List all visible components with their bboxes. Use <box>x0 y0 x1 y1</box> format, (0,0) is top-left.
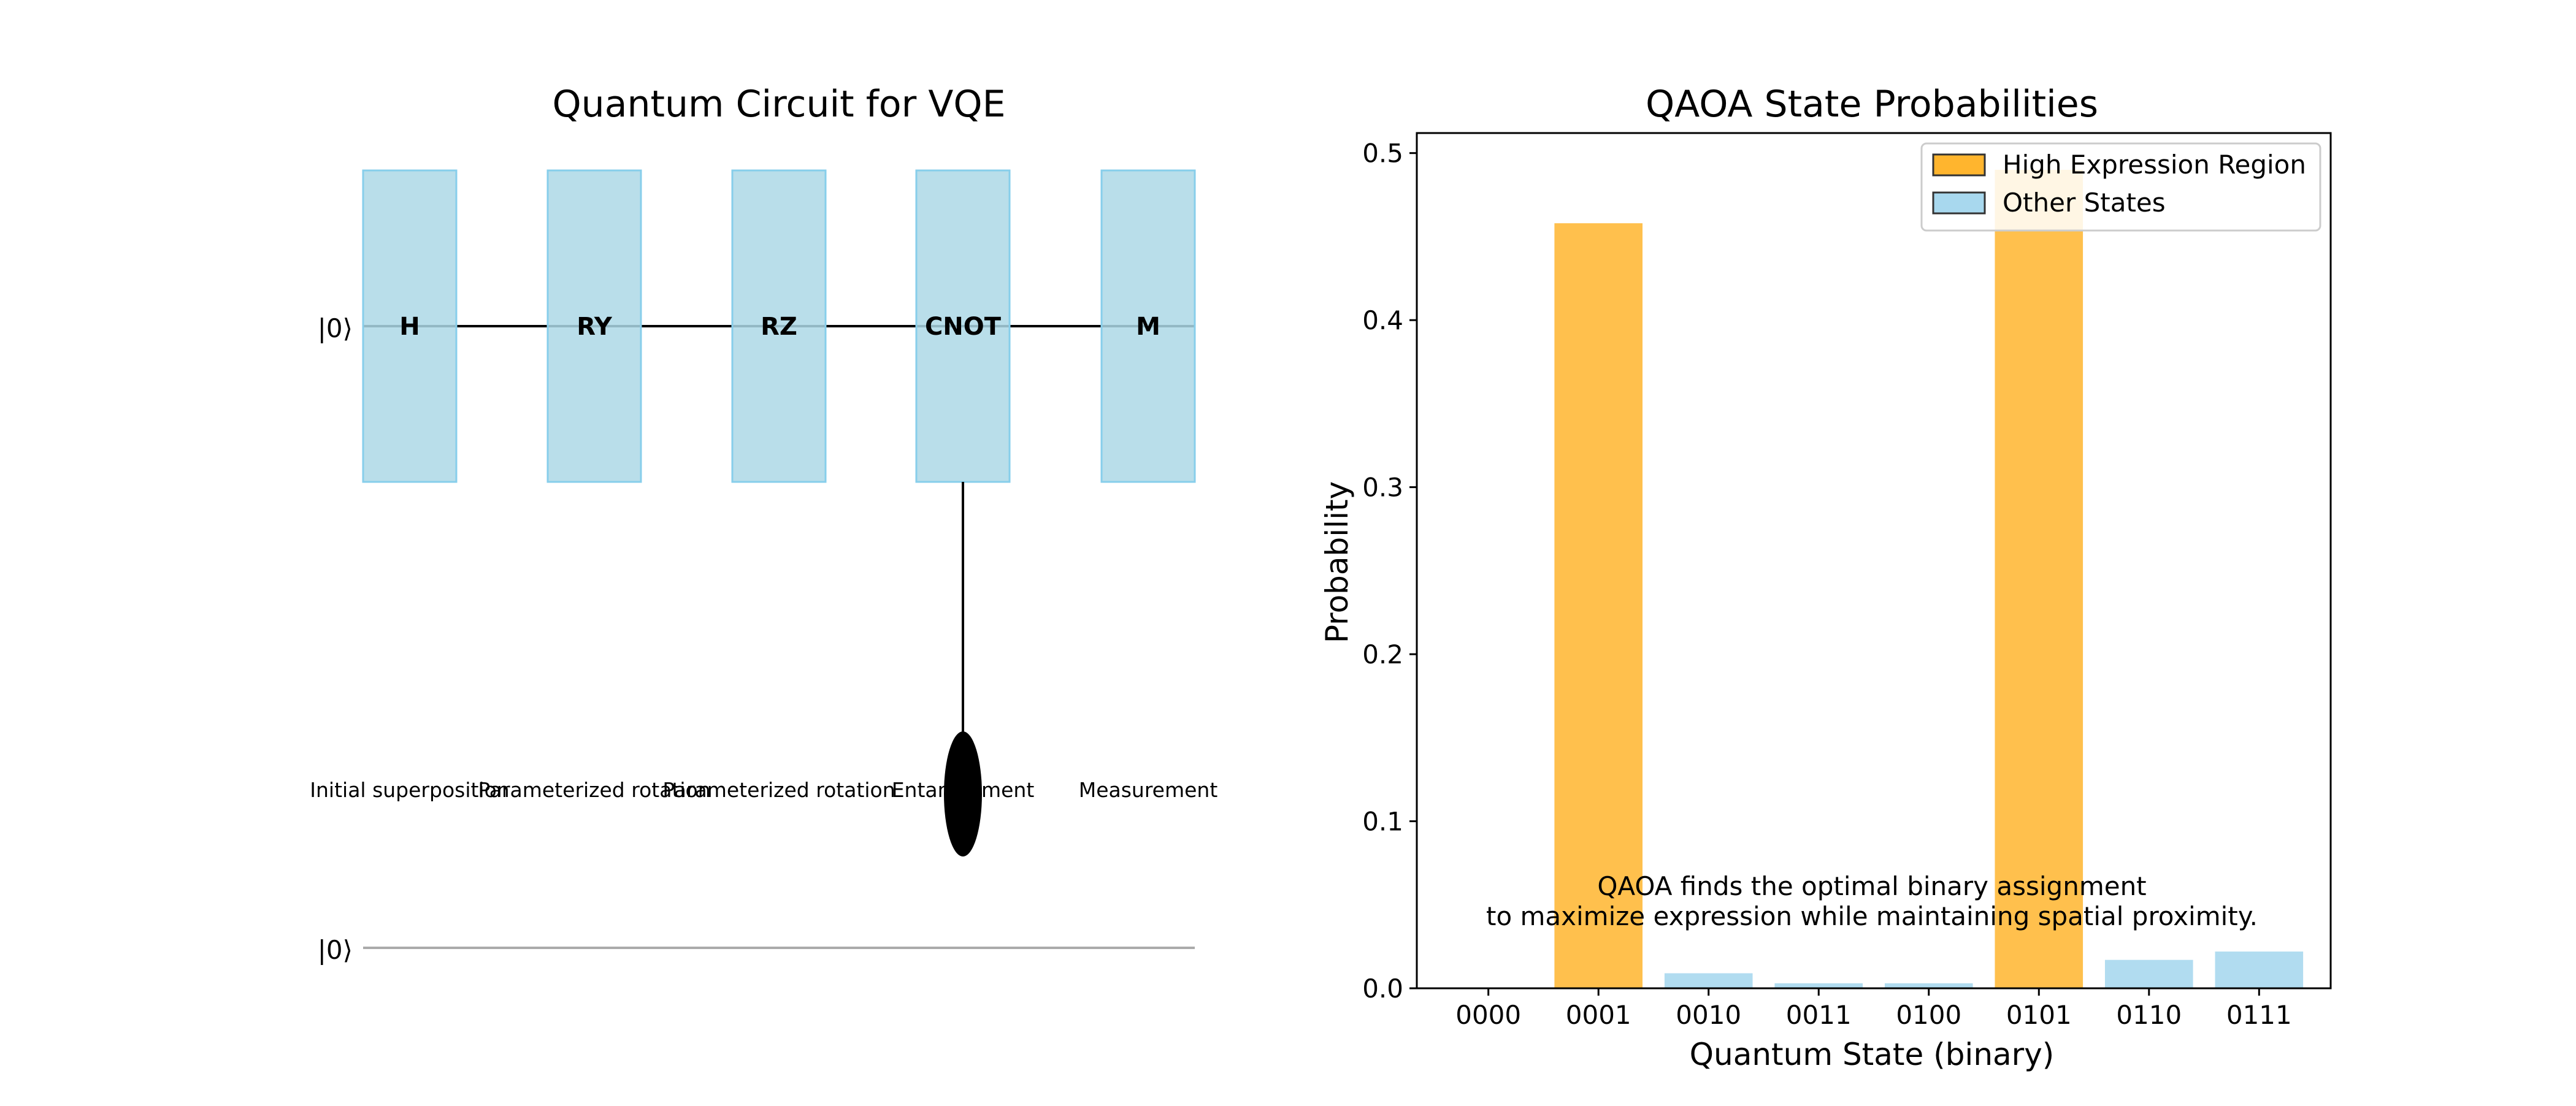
x-axis-ticks: 0000 0001 0010 0011 0100 0101 0110 0111 <box>1455 988 2292 1030</box>
x-tick-label: 0001 <box>1566 1000 1631 1030</box>
gate-rz-box <box>731 169 827 483</box>
plot-frame <box>1416 132 2332 990</box>
gate-m-label: M <box>1136 313 1160 341</box>
y-axis-ticks: 0.0 0.1 0.2 0.3 0.4 0.5 <box>1362 139 1417 1004</box>
x-tick-label: 0000 <box>1455 1000 1521 1030</box>
qubit-0-label: |0⟩ <box>318 313 353 343</box>
y-tick-label: 0.3 <box>1362 473 1403 503</box>
bar-0011 <box>1774 983 1863 988</box>
gate-ry-description: Parameterized rotation <box>478 778 710 802</box>
y-tick-label: 0.1 <box>1362 807 1403 837</box>
bar-0110 <box>2104 959 2193 988</box>
x-tick-label: 0101 <box>2006 1000 2072 1030</box>
chart-panel: QAOA State Probabilities 0.0 0.1 0.2 0.3 0.4… <box>1319 83 2332 1072</box>
bar-0010 <box>1664 973 1753 988</box>
y-tick-label: 0.5 <box>1362 139 1403 169</box>
bar-0100 <box>1884 983 1973 988</box>
legend: High Expression Region Other States <box>1920 142 2321 232</box>
x-axis-label: Quantum State (binary) <box>1690 1037 2055 1072</box>
gate-m: M Measurement <box>1079 169 1218 802</box>
x-tick-label: 0110 <box>2116 1000 2182 1030</box>
gate-ry-box <box>546 169 642 483</box>
qubit-1-label: |0⟩ <box>318 935 353 965</box>
gate-h-box <box>362 169 458 483</box>
gate-h-description: Initial superposition <box>310 778 509 802</box>
legend-label: High Expression Region <box>2003 150 2306 180</box>
x-tick-label: 0100 <box>1896 1000 1961 1030</box>
y-tick-label: 0.2 <box>1362 639 1403 669</box>
bar-0001 <box>1554 223 1643 988</box>
gate-cnot-box <box>915 169 1011 483</box>
gate-m-description: Measurement <box>1079 778 1218 802</box>
gate-rz-description: Parameterized rotation <box>662 778 895 802</box>
bar-series <box>1554 169 2304 988</box>
cnot-control-dot <box>944 731 982 856</box>
legend-frame <box>1920 142 2321 232</box>
legend-swatch <box>1932 153 1986 177</box>
gate-m-box <box>1100 169 1196 483</box>
gate-h: H Initial superposition <box>310 169 510 802</box>
gate-h-label: H <box>399 313 420 341</box>
legend-swatch <box>1932 191 1986 215</box>
chart-annotation-line-1: QAOA finds the optimal binary assignment <box>1597 871 2146 901</box>
x-tick-label: 0010 <box>1676 1000 1741 1030</box>
x-tick-label: 0011 <box>1786 1000 1852 1030</box>
y-axis-label: Probability <box>1319 481 1355 643</box>
bar-0101 <box>1995 169 2083 988</box>
legend-label: Other States <box>2003 188 2166 218</box>
circuit-title: Quantum Circuit for VQE <box>552 83 1005 126</box>
gate-cnot: CNOT Entanglement <box>892 169 1034 802</box>
chart-annotation-line-2: to maximize expression while maintaining… <box>1486 901 2258 931</box>
bar-0111 <box>2215 952 2304 988</box>
gate-ry: RY Parameterized rotation <box>478 169 711 802</box>
y-tick-label: 0.0 <box>1362 974 1403 1004</box>
chart-title: QAOA State Probabilities <box>1646 83 2098 126</box>
gate-ry-label: RY <box>577 313 613 341</box>
gate-cnot-label: CNOT <box>925 313 1002 341</box>
circuit-panel: Quantum Circuit for VQE |0⟩ |0⟩ H Initia… <box>310 83 1217 965</box>
gate-rz: RZ Parameterized rotation <box>662 169 895 802</box>
y-tick-label: 0.4 <box>1362 305 1403 335</box>
x-tick-label: 0111 <box>2226 1000 2292 1030</box>
gate-list: H Initial superposition RY Parameterized… <box>310 169 1218 802</box>
gate-rz-label: RZ <box>761 313 797 341</box>
